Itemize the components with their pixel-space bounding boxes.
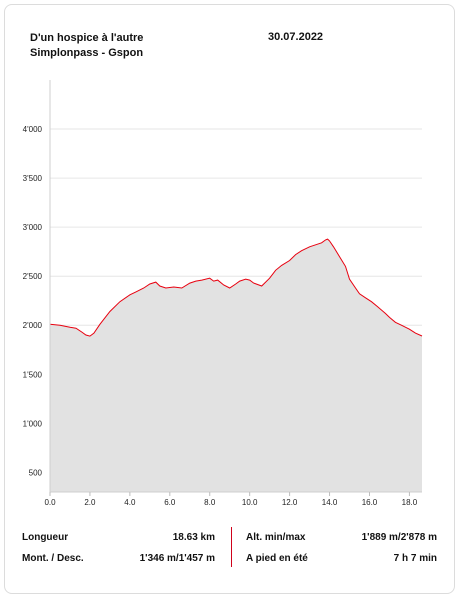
x-tick-label: 18.0: [402, 498, 418, 507]
stat-time-value: 7 h 7 min: [393, 553, 437, 564]
y-tick-label: 2'000: [23, 321, 43, 330]
x-tick-label: 6.0: [164, 498, 176, 507]
x-tick-label: 14.0: [322, 498, 338, 507]
stat-updown-value: 1'346 m/1'457 m: [139, 553, 215, 564]
stat-altitude-value: 1'889 m/2'878 m: [361, 532, 437, 543]
stat-length-label: Longueur: [22, 532, 69, 543]
y-tick-label: 3'500: [23, 174, 43, 183]
x-tick-label: 4.0: [124, 498, 136, 507]
y-tick-label: 2'500: [23, 272, 43, 281]
x-axis-tick-labels: 0.0 2.0 4.0 6.0 8.0 10.0 12.0 14.0 16.0 18.0: [44, 498, 417, 507]
stat-time-label: A pied en été: [246, 553, 308, 564]
y-tick-label: 1'500: [23, 370, 43, 379]
route-title-line1: D'un hospice à l'autre: [30, 32, 144, 44]
x-tick-label: 12.0: [282, 498, 298, 507]
y-tick-label: 4'000: [23, 125, 43, 134]
x-tick-label: 16.0: [362, 498, 378, 507]
x-tick-label: 0.0: [44, 498, 56, 507]
route-title: D'un hospice à l'autre Simplonpass - Gsp…: [30, 31, 143, 61]
y-tick-label: 1'000: [23, 419, 43, 428]
x-tick-label: 2.0: [84, 498, 96, 507]
stats-divider: [231, 527, 232, 567]
x-tick-label: 10.0: [242, 498, 258, 507]
y-tick-label: 500: [29, 468, 43, 477]
elevation-fill: [50, 239, 422, 492]
stat-updown-label: Mont. / Desc.: [22, 553, 84, 564]
elevation-area: [49, 238, 423, 492]
elevation-line: [49, 238, 423, 337]
route-date: 30.07.2022: [268, 31, 324, 43]
route-title-line2: Simplonpass - Gspon: [30, 47, 144, 59]
x-tick-label: 8.0: [204, 498, 216, 507]
y-tick-label: 3'000: [23, 223, 43, 232]
stat-length-value: 18.63 km: [172, 532, 215, 543]
y-axis-tick-labels: 500 1'000 1'500 2'000 2'500 3'000 3'500 4'000: [23, 125, 43, 477]
elevation-profile-chart: 500 1'000 1'500 2'000 2'500 3'000 3'500 4'000 0…: [23, 80, 423, 507]
chart-axes: [49, 80, 422, 496]
stat-altitude-label: Alt. min/max: [246, 532, 306, 543]
